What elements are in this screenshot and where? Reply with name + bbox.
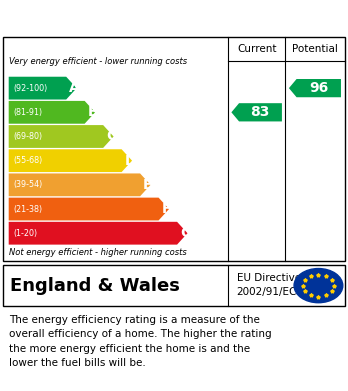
Polygon shape: [9, 149, 132, 172]
Text: Very energy efficient - lower running costs: Very energy efficient - lower running co…: [9, 57, 187, 66]
Text: Not energy efficient - higher running costs: Not energy efficient - higher running co…: [9, 248, 187, 257]
Polygon shape: [9, 174, 151, 196]
Text: Current: Current: [237, 44, 276, 54]
Text: Energy Efficiency Rating: Energy Efficiency Rating: [9, 10, 230, 25]
Text: EU Directive: EU Directive: [237, 273, 301, 283]
Text: (92-100): (92-100): [13, 84, 47, 93]
Polygon shape: [9, 222, 188, 245]
Polygon shape: [9, 125, 113, 148]
Text: Potential: Potential: [292, 44, 338, 54]
Text: 83: 83: [251, 105, 270, 119]
Ellipse shape: [294, 269, 343, 303]
Polygon shape: [9, 77, 77, 100]
Text: (69-80): (69-80): [13, 132, 42, 141]
Polygon shape: [289, 79, 341, 97]
Text: F: F: [161, 202, 171, 216]
Text: G: G: [180, 226, 191, 240]
Polygon shape: [9, 197, 169, 221]
Text: 96: 96: [309, 81, 328, 95]
Text: D: D: [125, 154, 136, 168]
Polygon shape: [231, 103, 282, 122]
Text: (81-91): (81-91): [13, 108, 42, 117]
Text: (55-68): (55-68): [13, 156, 42, 165]
Text: C: C: [106, 129, 116, 143]
Text: B: B: [87, 105, 98, 119]
Polygon shape: [9, 101, 95, 124]
Text: (21-38): (21-38): [13, 204, 42, 213]
Text: (1-20): (1-20): [13, 229, 37, 238]
Text: 2002/91/EC: 2002/91/EC: [237, 287, 297, 298]
Text: A: A: [69, 81, 80, 95]
Text: England & Wales: England & Wales: [10, 276, 180, 295]
Text: E: E: [143, 178, 152, 192]
Text: The energy efficiency rating is a measure of the
overall efficiency of a home. T: The energy efficiency rating is a measur…: [9, 315, 271, 368]
Text: (39-54): (39-54): [13, 180, 42, 189]
